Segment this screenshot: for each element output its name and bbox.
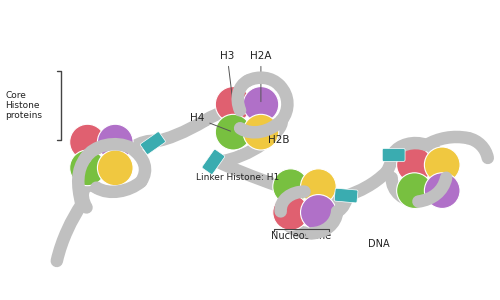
Circle shape [216,114,251,150]
Circle shape [70,150,106,186]
Circle shape [243,87,278,122]
FancyBboxPatch shape [334,188,358,203]
Text: H3: H3 [220,51,234,102]
Circle shape [273,195,308,230]
Text: H2B: H2B [261,132,290,145]
Text: Linker Histone: H1: Linker Histone: H1 [196,173,279,182]
Text: H2A: H2A [250,51,272,102]
Text: H4: H4 [190,113,230,131]
Circle shape [98,124,133,160]
Circle shape [243,114,278,150]
Text: DNA: DNA [368,239,390,249]
Circle shape [396,173,432,208]
Circle shape [273,169,308,205]
Circle shape [424,147,460,183]
Circle shape [70,124,106,160]
FancyBboxPatch shape [140,132,166,154]
Circle shape [396,147,432,183]
FancyBboxPatch shape [202,149,224,174]
FancyBboxPatch shape [382,148,405,161]
Circle shape [216,87,251,122]
Circle shape [300,195,336,230]
Circle shape [98,150,133,186]
Text: Nucleosome: Nucleosome [272,231,332,241]
Circle shape [424,173,460,208]
Text: Core
Histone
proteins: Core Histone proteins [6,91,43,120]
Circle shape [300,169,336,205]
